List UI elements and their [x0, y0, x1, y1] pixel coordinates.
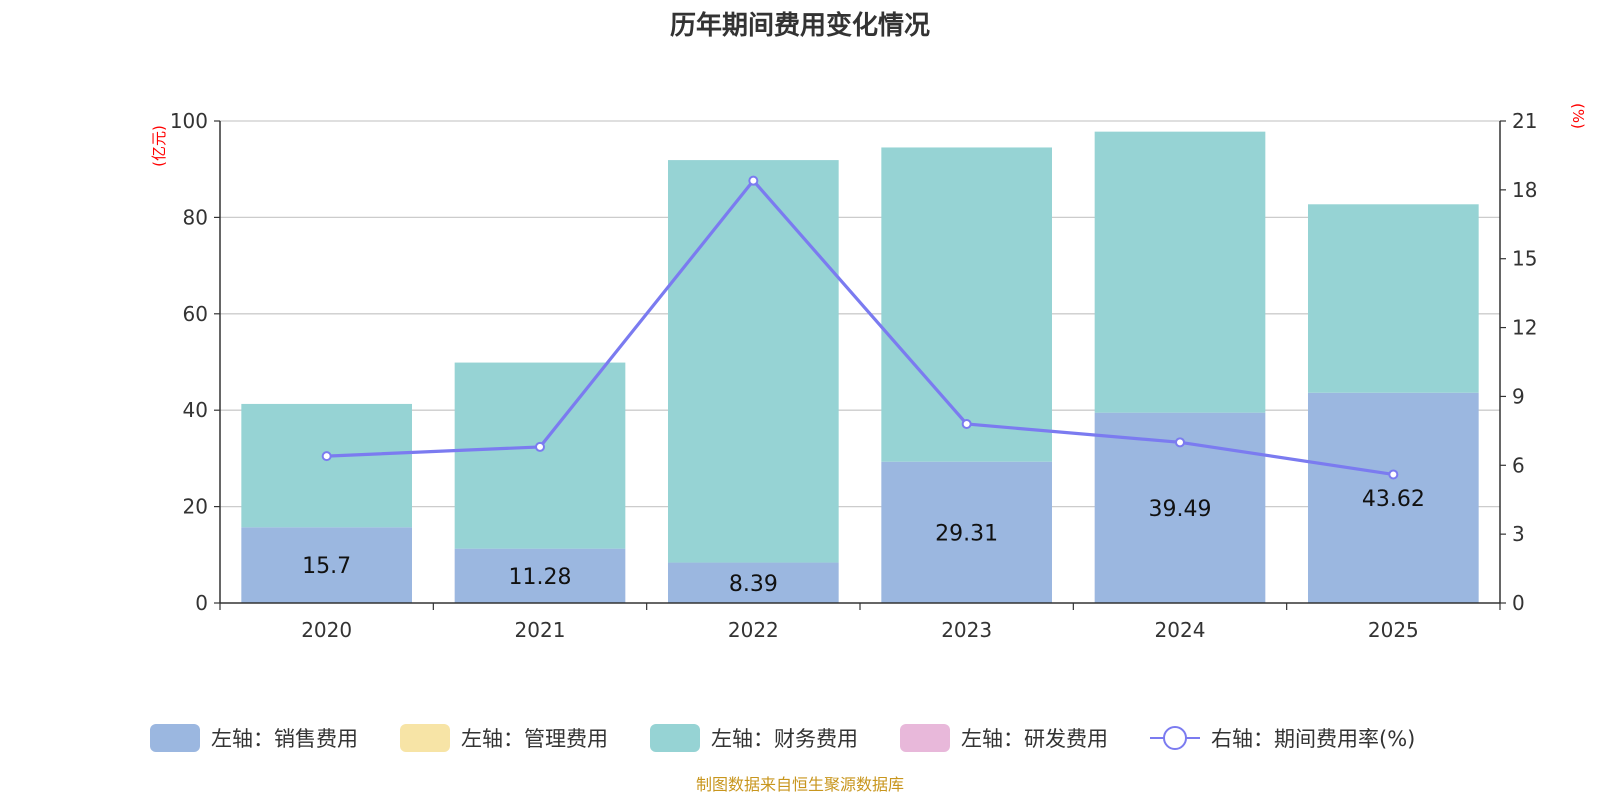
legend-item[interactable]: 左轴：财务费用	[650, 724, 858, 752]
x-axis-tick-label: 2021	[515, 618, 566, 642]
legend-label: 左轴：管理费用	[461, 727, 608, 751]
rate-point	[321, 451, 332, 462]
legend-label: 左轴：财务费用	[711, 727, 858, 751]
legend-item[interactable]: 左轴：管理费用	[400, 724, 608, 752]
right-axis-tick-label: 15	[1512, 247, 1537, 271]
legend-item[interactable]: 右轴：期间费用率(%)	[1150, 726, 1415, 751]
rate-point	[748, 175, 759, 186]
left-axis-tick-label: 0	[195, 591, 208, 615]
right-axis-tick-label: 21	[1512, 109, 1537, 133]
rate-point	[1175, 437, 1185, 448]
x-axis-tick-label: 2025	[1368, 618, 1419, 642]
bar-销售费用	[241, 527, 412, 603]
right-axis-tick-label: 6	[1512, 453, 1525, 477]
left-axis-unit: (亿元)	[150, 125, 168, 167]
x-axis-tick-label: 2023	[941, 618, 992, 642]
legend-label: 左轴：销售费用	[211, 727, 358, 751]
right-axis-tick-label: 3	[1512, 522, 1525, 546]
legend-item[interactable]: 左轴：销售费用	[150, 724, 358, 752]
bar-财务费用	[668, 160, 839, 563]
bar-data-label: 29.31	[935, 521, 998, 546]
data-labels: 15.7 11.28 8.39 29.31 39.49 43.62	[302, 487, 1425, 597]
left-axis-tick-label: 40	[183, 398, 208, 422]
bar-销售费用	[881, 461, 1052, 603]
bar-财务费用	[241, 403, 412, 528]
rate-point	[535, 441, 545, 452]
x-axis-tick-label: 2022	[728, 618, 779, 642]
bar-data-label: 43.62	[1362, 487, 1425, 512]
rate-line-path	[326, 178, 1394, 477]
legend-item[interactable]: 左轴：研发费用	[900, 724, 1108, 752]
x-axis-tick-label: 2020	[301, 618, 352, 642]
left-axis-tick-label: 100	[170, 109, 208, 133]
legend-swatch	[400, 724, 450, 752]
left-axis-tick-label: 60	[183, 302, 208, 326]
legend-label: 左轴：研发费用	[961, 727, 1108, 751]
axes: 0 20 40 60 80 100 0 3 6 9 12 15 18 21 2020 2021 2022 2023…	[170, 109, 1538, 642]
legend-circle-icon	[1163, 726, 1187, 750]
bar-财务费用	[1094, 131, 1266, 413]
legend-swatch	[650, 724, 700, 752]
left-axis-tick-label: 80	[183, 205, 208, 229]
bar-销售费用	[454, 548, 626, 603]
legend-swatch	[900, 724, 950, 752]
right-axis-tick-label: 9	[1512, 384, 1525, 408]
right-axis-tick-label: 18	[1512, 178, 1537, 202]
right-axis-unit: (%)	[1569, 103, 1587, 129]
rate-line	[321, 175, 1399, 480]
bar-财务费用	[1308, 204, 1479, 393]
bar-销售费用	[668, 562, 839, 603]
right-axis-tick-label: 0	[1512, 591, 1525, 615]
rate-point	[961, 418, 972, 429]
bar-data-label: 15.7	[302, 554, 351, 579]
legend: 左轴：销售费用 左轴：管理费用 左轴：财务费用 左轴：研发费用 右轴：期间费用率(%)	[150, 724, 1415, 752]
bar-data-label: 39.49	[1149, 497, 1212, 522]
bar-data-label: 11.28	[509, 565, 572, 590]
rate-point	[1388, 469, 1399, 480]
chart-title: 历年期间费用变化情况	[670, 10, 930, 41]
bar-财务费用	[454, 362, 626, 549]
left-axis-tick-label: 20	[183, 495, 208, 519]
x-axis-tick-label: 2024	[1155, 618, 1206, 642]
bar-财务费用	[881, 147, 1052, 462]
bars	[241, 131, 1479, 603]
right-axis-tick-label: 12	[1512, 316, 1537, 340]
legend-swatch	[150, 724, 200, 752]
bar-data-label: 8.39	[729, 572, 778, 597]
data-source-note: 制图数据来自恒生聚源数据库	[696, 775, 904, 794]
grid-lines	[220, 120, 1500, 508]
legend-label: 右轴：期间费用率(%)	[1211, 727, 1415, 751]
bar-销售费用	[1308, 392, 1479, 603]
